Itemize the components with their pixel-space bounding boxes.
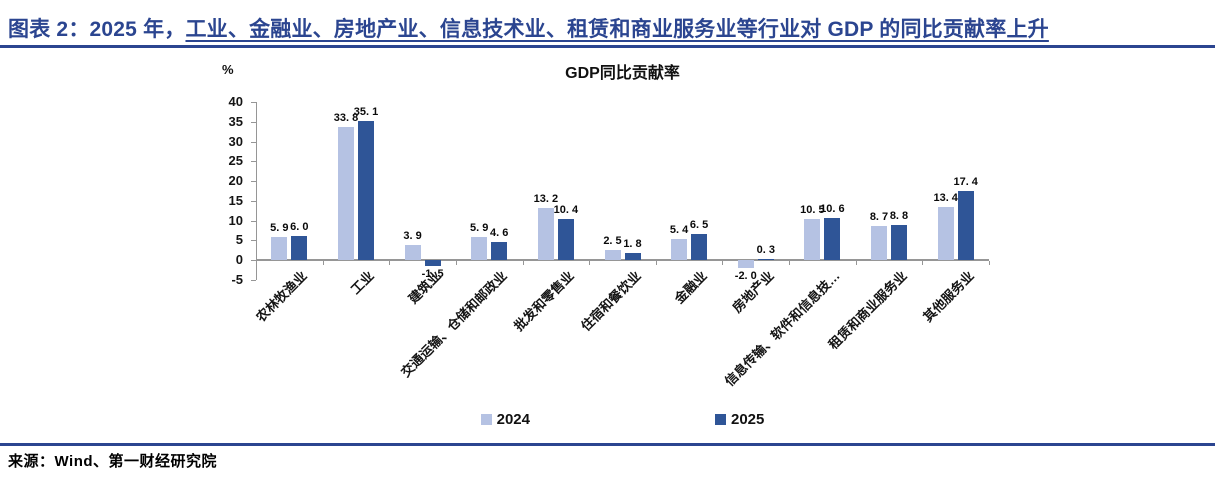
bar-label: 35. 1 [353, 106, 379, 119]
source-text: 来源：Wind、第一财经研究院 [8, 453, 218, 470]
bar-2024-7 [737, 260, 754, 268]
bar-label: 8. 7 [869, 210, 889, 223]
bar-2024-10 [937, 207, 954, 260]
y-tick-label: 25 [228, 153, 243, 169]
bar-label: 6. 0 [290, 221, 309, 234]
figure-title-underlined: 工业、金融业、房地产业、信息技术业、租赁和商业服务业等行业对 GDP 的同比贡献… [185, 18, 1049, 41]
bar-label: 10. 5 [800, 203, 825, 216]
legend-item-2025: 2025 [715, 411, 764, 428]
bar-label: 17. 4 [953, 176, 978, 189]
y-tick-label: 40 [228, 94, 243, 109]
x-axis-tick [922, 261, 923, 265]
x-axis-tick [656, 261, 657, 265]
legend-label: 2025 [731, 411, 765, 428]
bar-label: 3. 9 [403, 229, 422, 242]
y-axis-tick [251, 279, 256, 281]
y-axis-unit-label: % [222, 62, 234, 77]
x-axis-tick [323, 261, 324, 265]
bar-2025-8 [824, 218, 841, 260]
bar-2024-6 [671, 238, 688, 260]
bar-2024-1 [338, 126, 354, 260]
figure-title-prefix: 图表 2：2025 年， [8, 18, 186, 41]
y-tick-label: 30 [228, 133, 243, 149]
bar-label: 5. 9 [270, 221, 289, 234]
x-axis-tick [722, 261, 723, 265]
legend-item-2024: 2024 [480, 411, 530, 428]
y-tick-label: 5 [235, 232, 243, 248]
y-axis-tick [251, 260, 256, 261]
y-tick-label: 20 [228, 173, 243, 188]
bar-2024-8 [804, 218, 821, 260]
bar-2025-6 [691, 234, 708, 260]
bar-2025-4 [557, 218, 574, 260]
bar-2025-10 [957, 191, 974, 260]
chart-legend: 2024 2025 [256, 411, 989, 428]
legend-swatch-2024 [480, 414, 492, 425]
bar-2024-5 [604, 250, 621, 260]
bar-label: -2. 0 [734, 269, 757, 282]
bar-label: 6. 5 [689, 219, 709, 232]
bar-label: 5. 9 [470, 221, 489, 234]
y-axis-tick [251, 181, 256, 182]
y-axis-tick [251, 240, 256, 242]
bar-label: -1. 5 [421, 267, 444, 280]
bar-label: 13. 2 [533, 192, 559, 205]
x-axis-tick [789, 261, 790, 265]
figure-title: 图表 2：2025 年，工业、金融业、房地产业、信息技术业、租赁和商业服务业等行… [8, 13, 1208, 43]
bar-2024-4 [537, 207, 554, 260]
bar-label: 4. 6 [490, 226, 509, 239]
bar-2025-9 [891, 225, 907, 260]
x-axis-tick [456, 261, 457, 265]
x-axis-line [256, 259, 989, 261]
bar-2025-5 [624, 252, 641, 260]
bar-label: 0. 3 [756, 243, 775, 256]
footer-rule [0, 443, 1215, 446]
bar-label: 13. 4 [933, 192, 958, 205]
bar-2024-9 [871, 225, 887, 260]
x-axis-tick [989, 261, 990, 265]
legend-label: 2024 [496, 411, 530, 428]
bar-2025-3 [491, 241, 508, 260]
y-axis-tick [251, 161, 256, 163]
y-tick-label: 10 [228, 212, 243, 228]
bar-2024-0 [271, 236, 288, 260]
chart-title: GDP同比贡献率 [565, 65, 680, 82]
x-axis-tick [523, 261, 524, 265]
bar-2025-2 [424, 260, 441, 266]
bar-2024-3 [471, 236, 488, 260]
bar-label: 10. 6 [820, 203, 845, 216]
y-axis-tick [251, 102, 256, 103]
x-axis-tick [589, 261, 590, 265]
bar-label: 33. 8 [333, 111, 359, 124]
y-tick-label: 35 [228, 113, 243, 129]
bar-label: 1. 8 [623, 237, 642, 250]
bar-2024-2 [404, 244, 421, 260]
x-axis-tick [389, 261, 390, 265]
x-axis-tick [856, 261, 857, 265]
bar-label: 2. 5 [603, 235, 622, 248]
y-axis-tick [251, 200, 256, 202]
bar-label: 5. 4 [669, 223, 689, 236]
bar-label: 8. 8 [889, 210, 909, 223]
y-axis-tick [251, 121, 256, 123]
x-axis-tick [256, 261, 257, 265]
bar-2025-7 [757, 258, 774, 260]
y-tick-label: -5 [231, 271, 243, 287]
y-axis-line [256, 102, 257, 280]
bar-2025-1 [358, 121, 374, 260]
y-tick-label: 15 [228, 192, 243, 208]
y-axis-tick [251, 141, 256, 143]
legend-swatch-2025 [715, 414, 726, 425]
bar-2025-0 [291, 236, 308, 260]
bar-label: 10. 4 [553, 203, 579, 216]
header-rule [0, 45, 1215, 48]
y-axis-tick [251, 220, 256, 222]
y-tick-label: 0 [235, 252, 243, 267]
